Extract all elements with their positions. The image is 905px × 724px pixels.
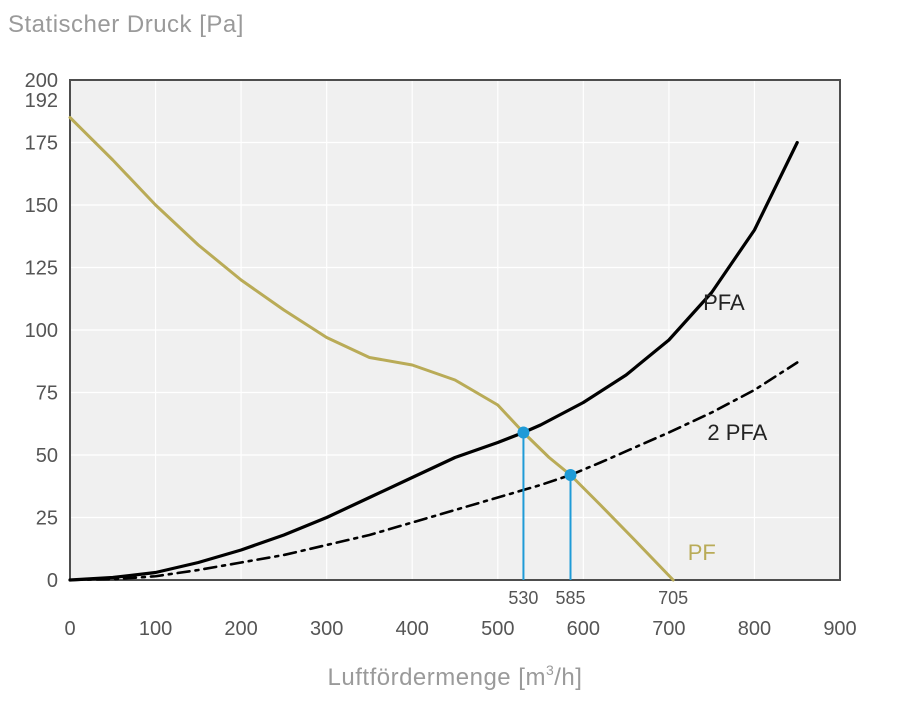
y-tick-label: 150	[25, 195, 58, 217]
y-tick-label: 50	[36, 445, 58, 467]
series-label-pfa2: 2 PFA	[707, 420, 767, 445]
intersection-point	[517, 427, 529, 439]
intersection-x-label: 585	[555, 588, 585, 608]
y-tick-label: 25	[36, 508, 58, 530]
x-tick-labels: 0 100 200 300 400 500 600 700 800 900	[64, 618, 856, 640]
x-tick-label: 0	[64, 618, 75, 640]
x-tick-label: 700	[652, 618, 685, 640]
pressure-flow-chart: 0255075100125150175200192 01002003004005…	[0, 0, 905, 724]
y-tick-label-extra: 192	[25, 90, 58, 112]
x-annotation-label: 705	[658, 588, 688, 608]
y-tick-label: 100	[25, 320, 58, 342]
x-tick-label: 100	[139, 618, 172, 640]
y-tick-label: 75	[36, 383, 58, 405]
x-tick-label: 400	[396, 618, 429, 640]
y-tick-label: 0	[47, 570, 58, 592]
intersection-x-label: 530	[508, 588, 538, 608]
intersection-point	[565, 469, 577, 481]
series-label-pf: PF	[688, 540, 716, 565]
x-tick-label: 800	[738, 618, 771, 640]
chart-svg: 0255075100125150175200192 01002003004005…	[0, 0, 905, 724]
y-tick-label: 200	[25, 70, 58, 92]
x-axis-title: Luftfördermenge [m3/h]	[328, 662, 583, 691]
y-tick-label: 125	[25, 258, 58, 280]
y-axis-title: Statischer Druck [Pa]	[8, 11, 244, 38]
x-tick-label: 600	[567, 618, 600, 640]
x-tick-label: 300	[310, 618, 343, 640]
x-tick-label: 900	[823, 618, 856, 640]
x-tick-label: 200	[224, 618, 257, 640]
x-tick-label: 500	[481, 618, 514, 640]
y-tick-labels: 0 25 50 75 100 125 150 175 200192	[25, 70, 58, 592]
x-annotations: 705	[658, 588, 688, 608]
y-tick-label: 175	[25, 133, 58, 155]
series-label-pfa: PFA	[703, 290, 745, 315]
